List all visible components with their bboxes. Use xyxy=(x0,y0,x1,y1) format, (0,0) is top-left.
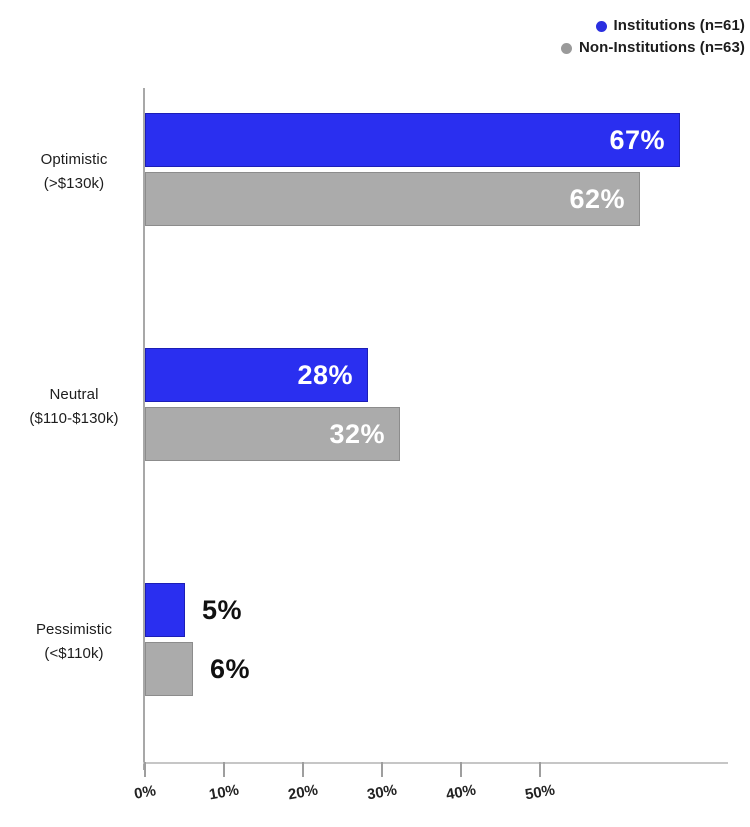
value-label-non-institutions-optimistic: 62% xyxy=(569,184,625,214)
x-axis-tick-50 xyxy=(539,762,541,777)
y-axis-line xyxy=(143,88,145,770)
category-label-neutral: Neutral ($110-$130k) xyxy=(0,383,148,431)
legend: Institutions (n=61) Non-Institutions (n=… xyxy=(560,16,746,58)
bar-non-institutions-pessimistic xyxy=(145,642,193,696)
bar-non-institutions-optimistic xyxy=(145,172,640,226)
value-label-institutions-optimistic: 67% xyxy=(609,125,665,155)
bar-institutions-neutral xyxy=(145,348,368,402)
x-axis-tick-label-40: 40% xyxy=(444,781,478,804)
value-label-institutions-neutral: 28% xyxy=(297,360,353,390)
value-label-institutions-pessimistic: 5% xyxy=(202,595,243,625)
x-axis-tick-label-20: 20% xyxy=(286,781,320,804)
x-axis-tick-30 xyxy=(381,762,383,777)
x-axis-tick-label-0: 0% xyxy=(132,782,158,803)
x-axis-tick-label-30: 30% xyxy=(365,781,399,804)
category-label-optimistic: Optimistic (>$130k) xyxy=(0,148,148,196)
x-axis-tick-40 xyxy=(460,762,462,777)
category-label-pessimistic: Pessimistic (<$110k) xyxy=(0,618,148,666)
x-axis-tick-10 xyxy=(223,762,225,777)
category-label-line2: (<$110k) xyxy=(44,645,104,662)
x-axis-tick-0 xyxy=(144,762,146,777)
bar-institutions-pessimistic xyxy=(145,583,185,637)
x-axis-tick-20 xyxy=(302,762,304,777)
bar-institutions-optimistic xyxy=(145,113,680,167)
legend-item-institutions: Institutions (n=61) xyxy=(595,16,746,36)
category-label-line2: (>$130k) xyxy=(43,175,105,192)
category-label-line1: Pessimistic xyxy=(35,621,113,638)
value-label-non-institutions-neutral: 32% xyxy=(329,419,385,449)
legend-label-institutions: Institutions (n=61) xyxy=(613,17,745,34)
category-label-line1: Neutral xyxy=(49,386,99,403)
legend-item-non-institutions: Non-Institutions (n=63) xyxy=(560,38,745,58)
category-label-line1: Optimistic xyxy=(40,151,108,168)
x-axis-tick-label-50: 50% xyxy=(523,781,557,804)
legend-label-non-institutions: Non-Institutions (n=63) xyxy=(578,39,745,56)
legend-dot-non-institutions-icon xyxy=(560,42,572,54)
legend-dot-institutions-icon xyxy=(595,20,607,32)
value-label-non-institutions-pessimistic: 6% xyxy=(210,654,251,684)
category-label-line2: ($110-$130k) xyxy=(29,410,119,427)
x-axis-line xyxy=(143,762,728,764)
x-axis-tick-label-10: 10% xyxy=(207,781,241,804)
bar-non-institutions-neutral xyxy=(145,407,400,461)
